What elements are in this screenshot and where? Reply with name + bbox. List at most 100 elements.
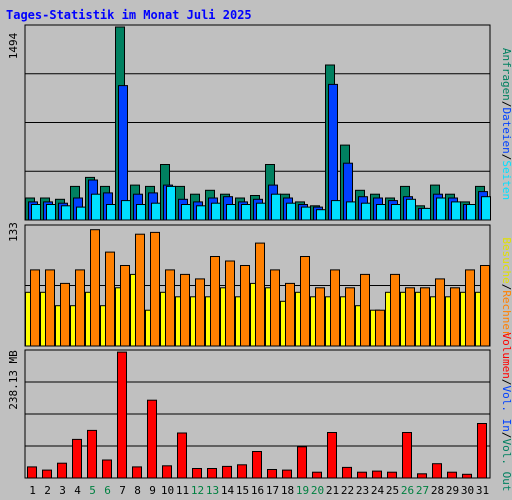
legend-entry: Besuche [500,237,512,283]
bar-bottom-1-day-14 [222,465,232,479]
day-label-15: 15 [236,484,249,497]
bar-bottom-1-day-17 [267,469,277,479]
bar-middle-2-day-28 [435,278,445,347]
day-label-29: 29 [446,484,459,497]
day-label-14: 14 [221,484,235,497]
bar-middle-2-day-9 [150,231,160,347]
bar-top-3-day-31 [481,196,491,221]
bar-middle-2-day-22 [345,287,355,347]
day-label-1: 1 [29,484,36,497]
bar-top-3-day-1 [31,204,41,221]
bar-middle-2-day-12 [195,278,205,347]
bar-top-3-day-22 [346,201,356,221]
legend-top-panel: Anfragen/Dateien/Seiten [500,48,512,200]
legend-entry: Vol. In [500,386,512,432]
bar-bottom-1-day-21 [327,432,337,479]
bar-top-3-day-30 [466,204,476,221]
bar-top-3-day-10 [166,185,176,221]
bar-bottom-1-day-4 [72,438,82,479]
day-label-10: 10 [161,484,174,497]
bar-bottom-1-day-6 [102,459,112,479]
bar-bottom-1-day-22 [342,466,352,479]
day-label-22: 22 [341,484,354,497]
bar-middle-2-day-5 [90,229,100,347]
bar-middle-2-day-21 [330,269,340,347]
day-labels: 1 2 3 4 5 6 7 8 9 10 11 12 13 14 15 16 17 18 19 20 21 22 23 24 2… [29,484,489,497]
bar-bottom-1-day-30 [462,473,472,479]
bar-middle-2-day-7 [120,265,130,347]
legend-entry: Anfragen [500,48,512,101]
bar-middle-2-day-3 [60,282,70,347]
day-label-8: 8 [134,484,141,497]
day-label-27: 27 [416,484,429,497]
bar-middle-2-day-2 [45,269,55,347]
bar-middle-2-day-4 [75,269,85,347]
bar-bottom-1-day-7 [117,351,127,479]
day-label-30: 30 [461,484,474,497]
legend-entry: Volumen [500,333,512,379]
legend-entry: / [500,432,512,439]
bar-middle-2-day-16 [255,242,265,347]
day-label-12: 12 [191,484,204,497]
bar-middle-2-day-19 [300,256,310,347]
bar-top-3-day-11 [181,204,191,221]
bar-bottom-1-day-9 [147,399,157,479]
bar-bottom-1-day-26 [402,432,412,479]
bar-top-3-day-4 [76,206,86,221]
legend-middle-panel: Besuche/Rechner [500,237,512,337]
bar-top-3-day-21 [331,200,341,221]
bar-middle-2-day-10 [165,269,175,347]
bar-middle-2-day-11 [180,273,190,347]
bar-top-3-day-9 [151,202,161,221]
top-max-label: 1494 [7,32,20,59]
bar-top-3-day-18 [286,202,296,221]
day-label-11: 11 [176,484,189,497]
day-label-2: 2 [44,484,51,497]
bar-top-3-day-29 [451,201,461,221]
bar-bottom-1-day-11 [177,432,187,479]
bar-bottom-1-day-24 [372,470,382,479]
legend-entry: Seiten [500,160,512,200]
bar-middle-2-day-17 [270,269,280,347]
bar-top-2-day-21 [328,83,338,221]
bar-middle-2-day-29 [450,287,460,347]
day-label-5: 5 [89,484,96,497]
legend-entry: / [500,154,512,161]
bar-bottom-1-day-3 [57,462,67,479]
legend-entry: Vol. Out [500,438,512,491]
bar-bottom-1-day-19 [297,446,307,479]
bar-top-2-day-7 [118,85,128,221]
bar-bottom-1-day-5 [87,429,97,479]
bar-bottom-1-day-20 [312,471,322,479]
bar-bottom-1-day-18 [282,469,292,479]
legend-entry: / [500,284,512,291]
bar-middle-2-day-27 [420,287,430,347]
grid-lines [25,73,490,447]
bar-bottom-1-day-1 [27,466,37,479]
legend-entry: Dateien [500,107,512,153]
day-label-21: 21 [326,484,339,497]
bar-top-3-day-3 [61,205,71,221]
bar-bottom-1-day-10 [162,465,172,479]
bar-bottom-1-day-31 [477,423,487,479]
bar-bottom-1-day-27 [417,473,427,479]
day-label-13: 13 [206,484,219,497]
legend-entry: / [500,379,512,386]
bar-top-3-day-28 [436,197,446,221]
bar-middle-2-day-1 [30,269,40,347]
bar-top-3-day-8 [136,204,146,221]
bar-top-3-day-12 [196,205,206,221]
day-label-3: 3 [59,484,66,497]
bar-top-3-day-26 [406,198,416,221]
middle-panel-bars [25,229,490,347]
bar-top-3-day-19 [301,206,311,221]
bar-top-3-day-5 [91,193,101,221]
bar-top-3-day-24 [376,204,386,221]
day-label-31: 31 [476,484,489,497]
bar-middle-2-day-31 [480,265,490,347]
bar-top-3-day-14 [226,204,236,221]
day-label-17: 17 [266,484,279,497]
bar-top-3-day-25 [391,204,401,221]
day-label-26: 26 [401,484,414,497]
